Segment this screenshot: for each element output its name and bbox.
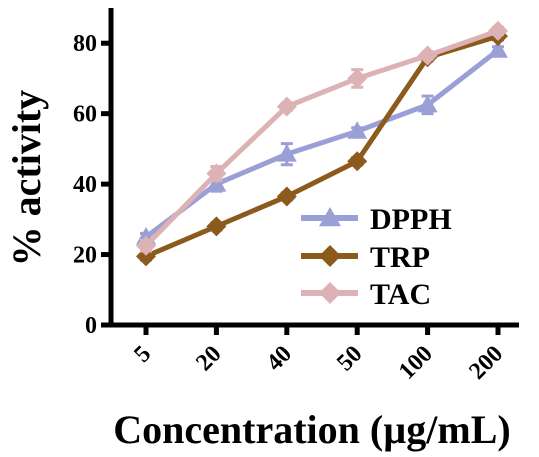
data-point-trp bbox=[136, 246, 156, 267]
y-tick-label: 20 bbox=[73, 243, 97, 269]
series-line-dpph bbox=[144, 48, 500, 239]
x-tick-label: 200 bbox=[464, 341, 508, 385]
axes bbox=[108, 8, 519, 328]
x-tick-label: 40 bbox=[262, 341, 297, 376]
y-tick-label: 0 bbox=[85, 313, 97, 339]
x-tick-label: 50 bbox=[332, 341, 367, 376]
legend: DPPH TRP TAC bbox=[301, 203, 452, 311]
data-point-tac bbox=[417, 45, 438, 66]
data-point-trp bbox=[276, 186, 297, 207]
x-tick-label: 5 bbox=[129, 341, 156, 368]
legend-label: TAC bbox=[370, 278, 431, 311]
series-trp bbox=[136, 26, 508, 267]
series-tac bbox=[136, 20, 508, 256]
data-point-tac bbox=[488, 20, 508, 41]
x-tick-label: 20 bbox=[191, 341, 226, 376]
legend-marker bbox=[319, 245, 341, 267]
data-point-trp bbox=[206, 216, 227, 237]
y-axis-title: % activity bbox=[4, 90, 49, 267]
data-point-trp bbox=[347, 151, 368, 172]
data-point-dpph bbox=[347, 121, 368, 139]
data-point-tac bbox=[276, 96, 297, 117]
legend-label: TRP bbox=[370, 241, 430, 274]
data-point-tac bbox=[347, 68, 368, 89]
data-point-dpph bbox=[488, 40, 508, 58]
legend-marker bbox=[319, 282, 341, 304]
ticks: 0 20 40 60 80 5 20 40 50 100 200 bbox=[73, 31, 508, 384]
data-point-dpph bbox=[417, 94, 438, 113]
series-layer bbox=[136, 20, 508, 267]
y-tick-label: 80 bbox=[73, 31, 97, 57]
series-line-tac bbox=[144, 28, 499, 248]
legend-item-trp: TRP bbox=[301, 241, 430, 274]
series-dpph bbox=[136, 40, 508, 245]
data-point-dpph bbox=[276, 144, 297, 162]
legend-item-tac: TAC bbox=[301, 278, 431, 311]
data-point-tac bbox=[206, 163, 227, 184]
legend-label: DPPH bbox=[370, 203, 452, 236]
data-point-tac bbox=[136, 235, 156, 256]
legend-item-dpph: DPPH bbox=[301, 203, 452, 236]
x-axis-title: Concentration (µg/mL) bbox=[113, 407, 510, 452]
x-tick-label: 100 bbox=[394, 341, 438, 385]
legend-marker bbox=[319, 207, 341, 227]
y-tick-label: 60 bbox=[73, 102, 97, 128]
y-tick-label: 40 bbox=[73, 172, 97, 198]
